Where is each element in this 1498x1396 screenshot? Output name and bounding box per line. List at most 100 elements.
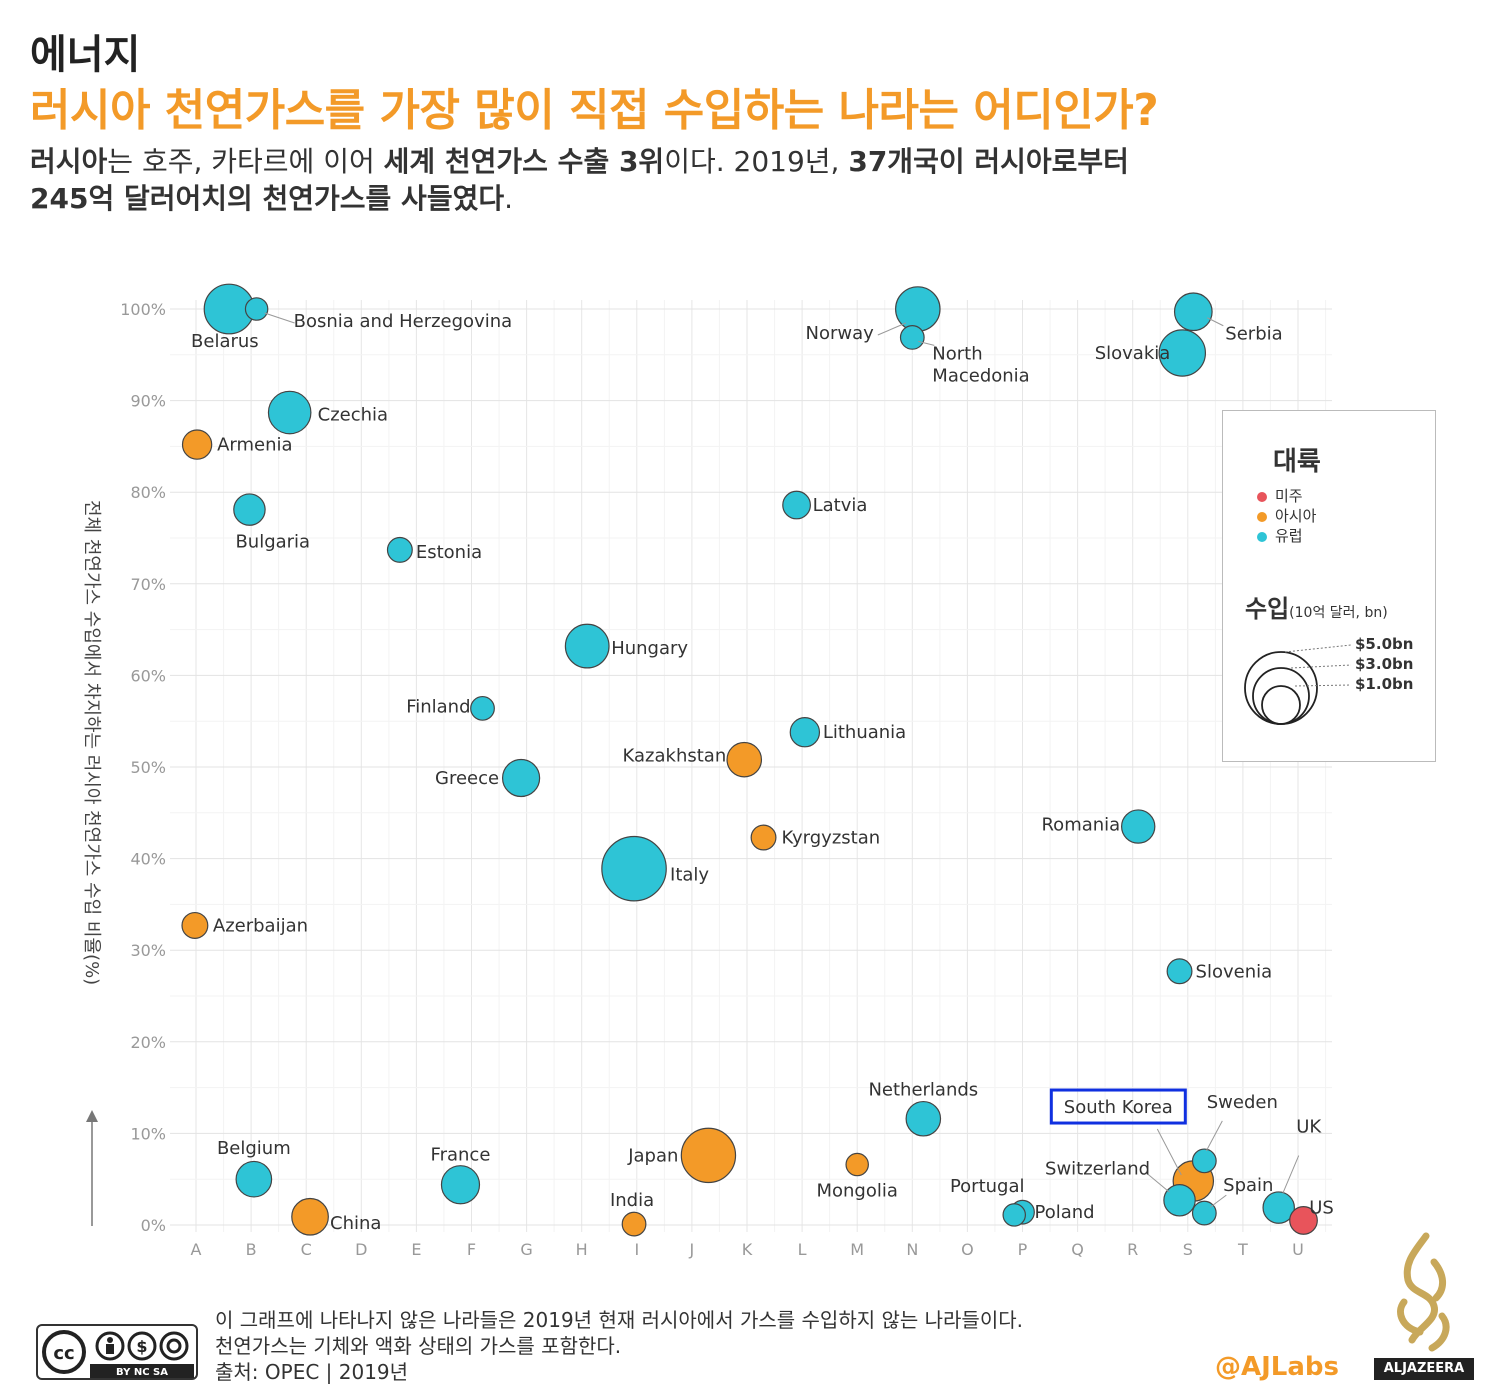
x-tick-label: B [246, 1240, 257, 1259]
label-switzerland: Switzerland [1045, 1158, 1150, 1179]
x-tick-label: R [1127, 1240, 1138, 1259]
legend-size-title: 수입(10억 달러, bn) [1245, 589, 1388, 624]
by-icon-body [106, 1344, 114, 1354]
legend-label-asia: 아시아 [1275, 507, 1317, 525]
leader-line [1145, 1171, 1170, 1193]
label-netherlands: Netherlands [868, 1080, 978, 1101]
label-hungary: Hungary [611, 638, 688, 659]
legend-size-5bn: $5.0bn [1355, 635, 1414, 653]
label-uk: UK [1296, 1117, 1322, 1138]
label-japan: Japan [627, 1145, 678, 1166]
point-belgium [235, 1160, 273, 1198]
leader-line [1207, 317, 1224, 327]
label-greece: Greece [435, 768, 499, 789]
legend-circle-1bn [1261, 685, 1301, 725]
label-india: India [610, 1190, 654, 1211]
label-romania: Romania [1041, 815, 1120, 836]
x-tick-label: N [906, 1240, 918, 1259]
leader-line [877, 322, 907, 336]
point-estonia [386, 536, 413, 563]
label-czechia: Czechia [318, 405, 388, 426]
legend-item-europe: 유럽 [1257, 525, 1303, 546]
y-tick-label: 70% [130, 575, 166, 594]
label-serbia: Serbia [1225, 324, 1282, 345]
sub1-d: 이다. 2019년, [664, 145, 849, 178]
x-tick-label: J [689, 1240, 695, 1259]
point-japan [680, 1127, 737, 1184]
cc-icons: cc $ BY NC SA [38, 1326, 196, 1378]
subtitle-line-2: 245억 달러어치의 천연가스를 사들였다. [30, 177, 513, 217]
footer-source: 출처: OPEC | 2019년 [215, 1360, 409, 1384]
label-us: US [1309, 1197, 1334, 1218]
point-portugal [1002, 1203, 1026, 1227]
nc-icon-text: $ [136, 1337, 147, 1356]
label-poland: Poland [1035, 1202, 1095, 1223]
leader-line [1282, 1155, 1300, 1194]
legend-circle-5bn [1244, 651, 1318, 725]
cc-icon [42, 1330, 86, 1374]
point-uk [1262, 1191, 1295, 1224]
x-tick-label: A [191, 1240, 202, 1259]
ajlabs-handle: @AJLabs [1215, 1352, 1339, 1382]
label-france: France [431, 1145, 491, 1166]
legend-continent-title: 대륙 [1273, 447, 1321, 477]
label-mongolia: Mongolia [816, 1181, 897, 1202]
point-greece [501, 758, 541, 798]
subtitle-line-1: 러시아는 호주, 카타르에 이어 세계 천연가스 수출 3위이다. 2019년,… [30, 140, 1129, 180]
sub2-b: . [504, 182, 513, 215]
y-axis-label: 전체 천연가스 수입에서 차지하는 러시아 천연가스 수입 비율(%) [81, 500, 102, 985]
y-axis-title: 전체 천연가스 수입에서 차지하는 러시아 천연가스 수입 비율(%) [81, 500, 102, 1226]
aljazeera-logo-icon [1397, 1232, 1450, 1352]
sub2-a: 245억 달러어치의 천연가스를 사들였다 [30, 182, 505, 215]
legend-item-asia: 아시아 [1257, 505, 1316, 526]
y-axis-ticks: 0% 10% 20% 30% 40% 50% 60% 70% 80% 90% 100% [120, 300, 166, 1235]
x-tick-label: F [467, 1240, 476, 1259]
aljazeera-calligraphy [1397, 1232, 1450, 1352]
label-china: China [330, 1213, 381, 1234]
legend-size-3bn: $3.0bn [1355, 655, 1414, 673]
point-italy [601, 835, 667, 902]
legend-label-europe: 유럽 [1275, 527, 1303, 545]
category-title: 에너지 [30, 32, 141, 78]
point-sweden [1191, 1148, 1217, 1174]
label-portugal: Portugal [950, 1176, 1025, 1197]
label-belgium: Belgium [217, 1138, 291, 1159]
leader-line [1156, 1128, 1182, 1176]
point-mongolia [845, 1152, 869, 1177]
point-romania [1120, 809, 1156, 844]
point-spain [1191, 1200, 1217, 1226]
x-tick-label: H [576, 1240, 588, 1259]
data-labels: Belarus Bosnia and Herzegovina Czechia Arme… [191, 311, 1334, 1234]
label-norway: Norway [806, 323, 875, 344]
label-armenia: Armenia [217, 435, 292, 456]
sa-icon [159, 1331, 189, 1361]
label-north-macedonia: North [932, 343, 982, 364]
y-tick-label: 30% [130, 941, 166, 960]
point-india [621, 1211, 647, 1237]
point-slovakia [1158, 329, 1207, 377]
label-finland: Finland [406, 696, 470, 717]
headline: 러시아 천연가스를 가장 많이 직접 수입하는 나라는 어디인가? [30, 85, 1159, 136]
point-azerbaijan [181, 911, 209, 939]
label-spain: Spain [1223, 1175, 1273, 1196]
label-south-korea: South Korea [1064, 1097, 1173, 1118]
cc-icon-text: cc [53, 1343, 74, 1364]
point-hungary [564, 623, 610, 669]
label-lithuania: Lithuania [823, 722, 906, 743]
point-north-macedonia [899, 324, 925, 350]
point-armenia [181, 429, 213, 460]
point-switzerland [1163, 1184, 1196, 1217]
nc-icon [127, 1331, 157, 1361]
cc-license-text: BY NC SA [116, 1367, 168, 1378]
legend-circle-3bn [1252, 667, 1310, 725]
sub1-a: 러시아 [30, 145, 108, 178]
point-serbia [1173, 292, 1213, 332]
x-tick-label: P [1018, 1240, 1028, 1259]
point-kyrgyzstan [750, 824, 777, 851]
sub1-b: 는 호주, 카타르에 이어 [107, 145, 384, 178]
x-axis-ticks: A B C D E F G H I J K L M N O P Q R S T U [191, 1240, 1304, 1259]
cc-license-bar [90, 1364, 194, 1378]
highlight-box-south-korea [1049, 1088, 1187, 1125]
legend-label-america: 미주 [1275, 487, 1303, 505]
